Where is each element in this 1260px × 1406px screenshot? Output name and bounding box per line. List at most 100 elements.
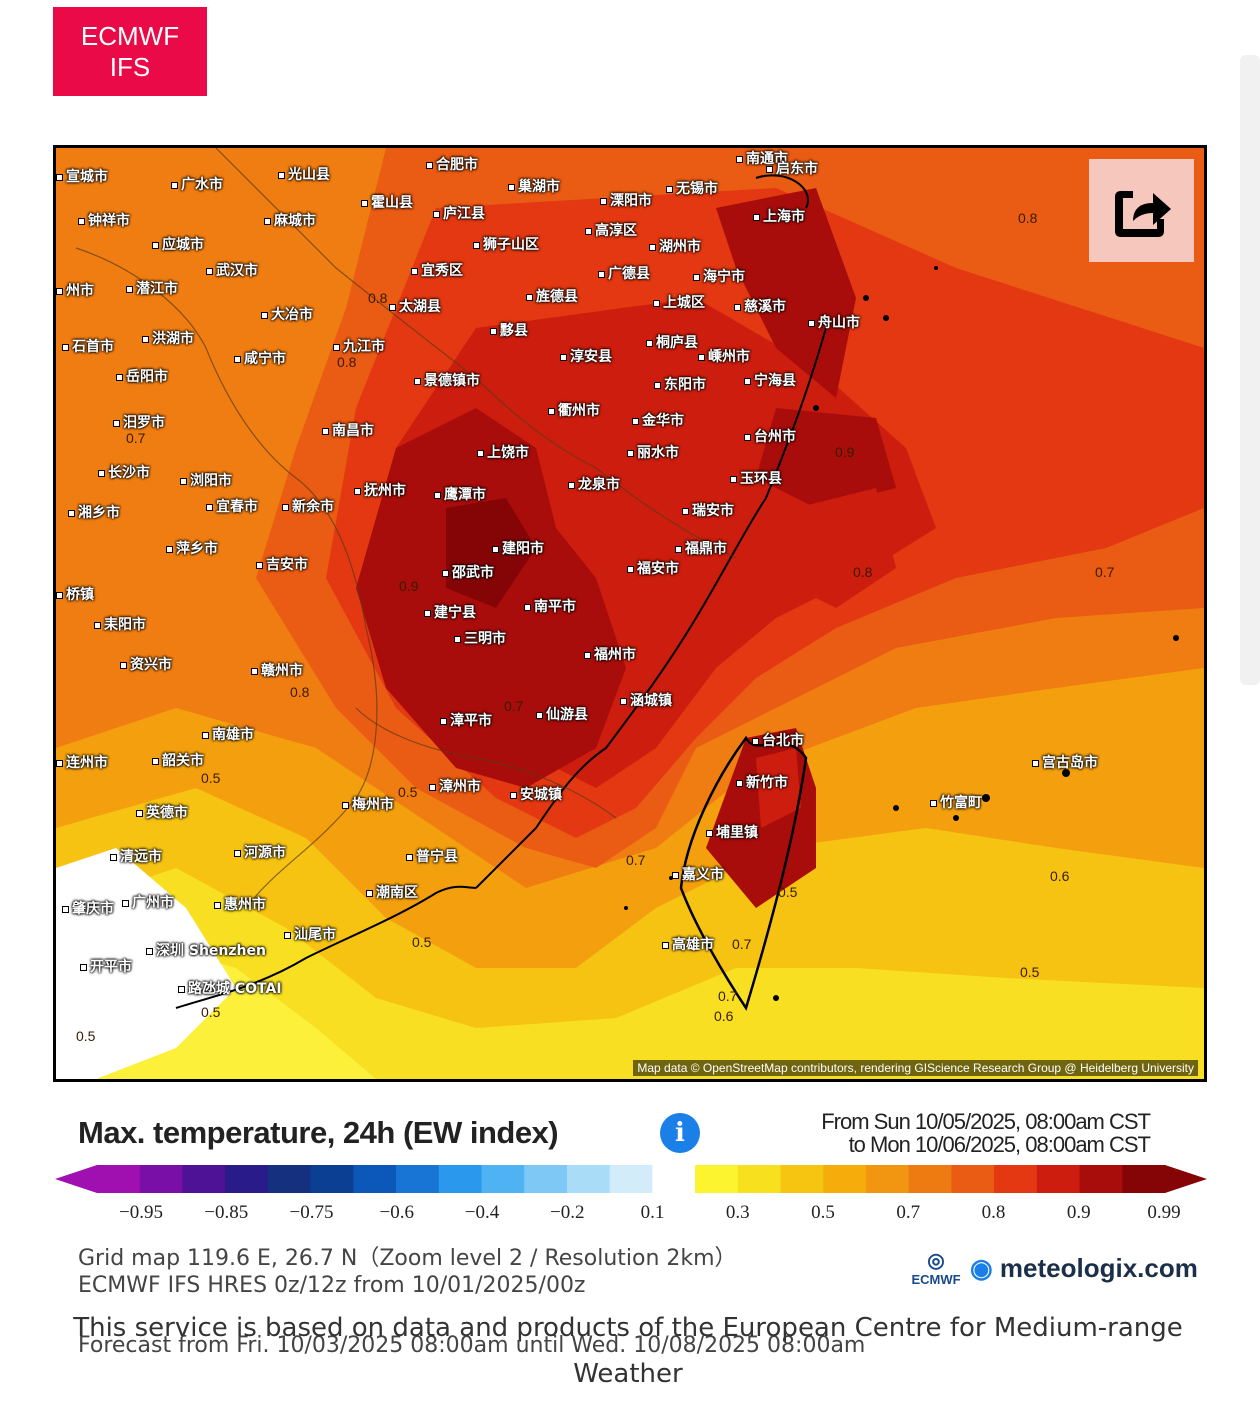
city-label: 广德县 (598, 263, 650, 283)
city-label: 连州市 (56, 752, 108, 772)
city-label: 邵武市 (442, 562, 494, 582)
grid-info: Grid map 119.6 E, 26.7 N（Zoom level 2 / … (78, 1246, 737, 1271)
city-label: 汨罗市 (113, 412, 165, 432)
model-info: ECMWF IFS HRES 0z/12z from 10/01/2025/00… (78, 1273, 586, 1298)
ecmwf-logo[interactable]: ◎ ECMWF (905, 1250, 967, 1292)
scale-swatch (566, 1165, 611, 1193)
city-label: 合肥市 (426, 154, 478, 174)
scrollbar[interactable] (1240, 55, 1260, 685)
city-label: 广州市 (122, 892, 174, 912)
city-label: 宫古岛市 (1032, 752, 1098, 772)
city-label: 开平市 (80, 956, 132, 976)
city-label: 新余市 (282, 496, 334, 516)
scale-swatch (310, 1165, 354, 1193)
city-label: 桥镇 (56, 584, 94, 604)
city-label: 金华市 (632, 410, 684, 430)
city-label: 鹰潭市 (434, 484, 486, 504)
city-label: 湘乡市 (68, 502, 120, 522)
scale-tick-label: −0.75 (289, 1202, 334, 1223)
meteologix-logo[interactable]: ◉ meteologix.com (970, 1253, 1198, 1284)
city-label: 启东市 (766, 158, 818, 178)
city-label: 上海市 (753, 206, 805, 226)
scale-swatch (908, 1165, 952, 1193)
city-label: 旌德县 (526, 286, 578, 306)
city-label: 福州市 (584, 644, 636, 664)
forecast-map[interactable]: 宣城市 合肥市 巢湖市 南通市 启东市 光山县 广水市 霍山县 庐江县 溧阳市 … (53, 145, 1207, 1082)
scale-tick-label: 0.8 (981, 1202, 1006, 1223)
scale-tick-label: 0.99 (1147, 1202, 1181, 1223)
color-scale-bar (55, 1165, 1207, 1193)
city-label: 台北市 (752, 730, 804, 750)
forecast-range: Forecast from Fri. 10/03/2025 08:00am un… (78, 1333, 866, 1358)
city-label: 河源市 (234, 842, 286, 862)
city-label: 应城市 (152, 234, 204, 254)
contour-label: 0.5 (201, 770, 221, 786)
city-label: 湖州市 (649, 236, 701, 256)
scale-tick-label: −0.85 (204, 1202, 249, 1223)
city-label: 景德镇市 (414, 370, 480, 390)
contour-label: 0.9 (399, 578, 419, 594)
ecmwf-ifs-badge[interactable]: ECMWF IFS (53, 7, 207, 96)
contour-label: 0.5 (1020, 964, 1040, 980)
contour-label: 0.5 (76, 1028, 96, 1044)
share-button[interactable] (1089, 159, 1194, 262)
city-label: 建宁县 (424, 602, 476, 622)
city-label: 高淳区 (585, 220, 637, 240)
city-label: 巢湖市 (508, 176, 560, 196)
city-label: 龙泉市 (568, 474, 620, 494)
city-label: 耒阳市 (94, 614, 146, 634)
contour-label: 0.7 (626, 852, 646, 868)
badge-line2: IFS (109, 51, 151, 82)
valid-to: to Mon 10/06/2025, 08:00am CST (848, 1132, 1151, 1157)
badge-line1: ECMWF (80, 20, 180, 51)
contour-label: 0.6 (714, 1008, 734, 1024)
city-label: 宣城市 (56, 166, 108, 186)
city-label: 赣州市 (251, 660, 303, 680)
scale-swatch (182, 1165, 226, 1193)
city-label: 玉环县 (730, 468, 782, 488)
city-label: 竹富町 (930, 792, 982, 812)
scale-swatch (438, 1165, 482, 1193)
ecmwf-logo-text: ECMWF (911, 1272, 961, 1287)
city-label: 瑞安市 (682, 500, 734, 520)
city-label: 惠州市 (214, 894, 266, 914)
city-label: 溧阳市 (600, 190, 652, 210)
city-label: 抚州市 (354, 480, 406, 500)
scale-tick-label: −0.2 (550, 1202, 585, 1223)
city-label: 武汉市 (206, 260, 258, 280)
scale-tick-label: −0.4 (464, 1202, 500, 1223)
city-label: 上饶市 (477, 442, 529, 462)
ecmwf-logo-icon: ◎ (927, 1250, 945, 1272)
scale-tick-label: −0.6 (379, 1202, 414, 1223)
legend-title: Max. temperature, 24h (EW index) (78, 1115, 559, 1150)
city-label: 岳阳市 (116, 366, 168, 386)
city-label: 梅州市 (342, 794, 394, 814)
city-label: 建阳市 (492, 538, 544, 558)
scale-swatch (1122, 1165, 1166, 1193)
scale-swatch (396, 1165, 440, 1193)
city-label: 汕尾市 (284, 924, 336, 944)
city-label: 洪湖市 (142, 328, 194, 348)
city-label: 潮南区 (366, 882, 418, 902)
contour-label: 0.7 (1095, 564, 1115, 580)
scale-swatch (994, 1165, 1038, 1193)
city-label: 无锡市 (666, 178, 718, 198)
service-notice: This service is based on data and produc… (73, 1313, 1183, 1389)
city-label: 宜春市 (206, 496, 258, 516)
city-label: 涵城镇 (620, 690, 672, 710)
contour-label: 0.9 (835, 444, 855, 460)
city-label: 潜江市 (126, 278, 178, 298)
contour-label: 0.7 (504, 698, 524, 714)
info-icon[interactable]: i (660, 1113, 700, 1153)
city-label: 九江市 (333, 336, 385, 356)
map-attribution: Map data © OpenStreetMap contributors, r… (633, 1060, 1198, 1076)
meteologix-icon: ◉ (970, 1253, 993, 1283)
contour-label: 0.7 (718, 988, 738, 1004)
city-label: 咸宁市 (234, 348, 286, 368)
scale-swatch (353, 1165, 397, 1193)
scale-tick-label: −0.95 (119, 1202, 163, 1223)
scale-swatch (951, 1165, 995, 1193)
color-scale-ticks: −0.95 −0.85 −0.75 −0.6 −0.4 −0.2 0.1 0.3 0.5 0.7 0… (0, 1202, 1260, 1226)
city-label: 清远市 (110, 846, 162, 866)
scale-swatch (1036, 1165, 1081, 1193)
